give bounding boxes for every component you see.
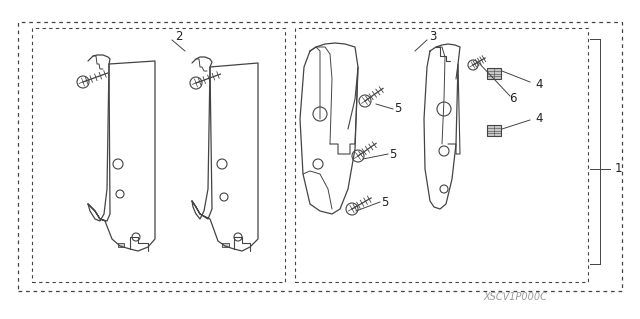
Polygon shape [118,243,124,247]
Text: 6: 6 [509,93,516,106]
Text: XSCV1P000C: XSCV1P000C [483,292,547,302]
Polygon shape [487,125,501,136]
Text: 5: 5 [389,147,397,160]
Text: 4: 4 [535,78,543,91]
Text: 5: 5 [381,196,388,209]
Text: 3: 3 [429,31,436,43]
Polygon shape [222,243,229,247]
Text: 4: 4 [535,113,543,125]
Text: 2: 2 [175,31,183,43]
Text: 1: 1 [615,162,623,175]
Polygon shape [487,68,501,79]
Text: 5: 5 [394,102,402,115]
